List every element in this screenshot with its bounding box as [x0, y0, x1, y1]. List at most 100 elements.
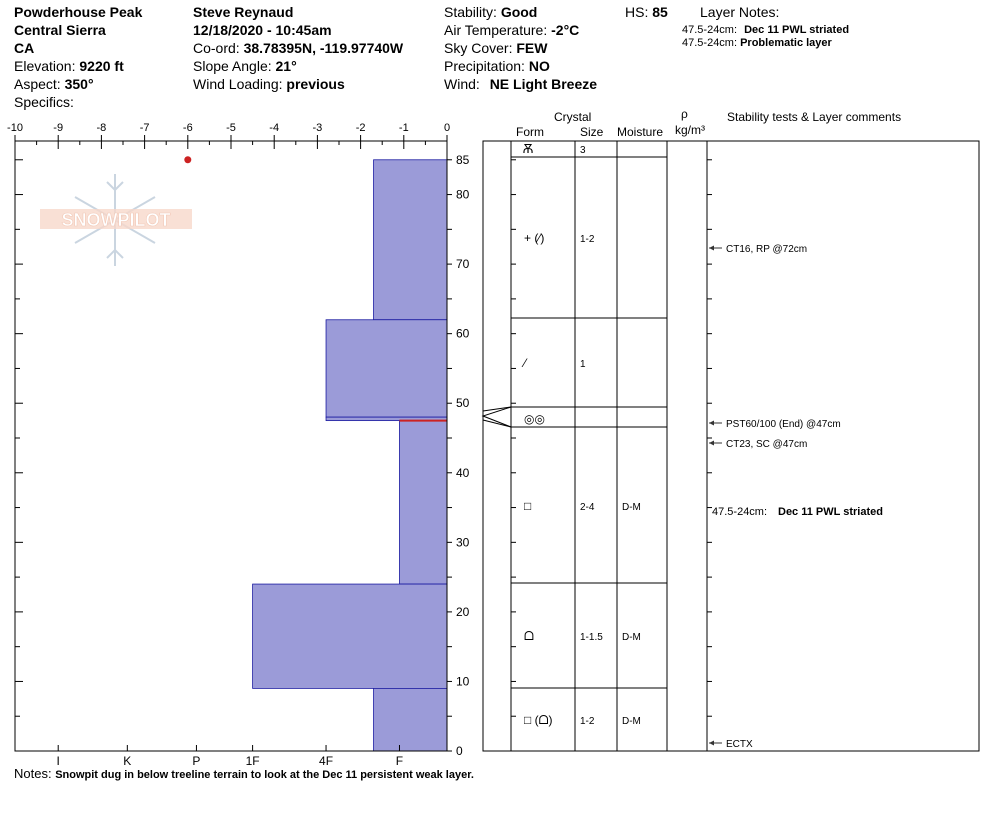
stability-test-label: ECTX	[726, 739, 753, 750]
height-tick-label: 40	[456, 466, 470, 480]
crystal-form-label: □ (ᗝ)	[524, 713, 553, 727]
airtemp-label: Air Temperature:	[444, 22, 548, 38]
stability-header: Stability tests & Layer comments	[727, 110, 902, 124]
hardness-label: K	[123, 754, 131, 768]
height-tick-label: 85	[456, 153, 470, 167]
hardness-bar-4	[252, 583, 448, 689]
layer-comment-text: Dec 11 PWL striated	[778, 506, 883, 518]
hardness-bar-1	[325, 319, 448, 418]
moisture-header: Moisture	[617, 125, 664, 139]
temp-tick-label: -9	[53, 122, 63, 134]
crystal-size: 3	[580, 145, 586, 156]
aspect-label: Aspect:	[14, 76, 61, 92]
hardness-label: 4F	[319, 754, 333, 768]
temp-tick-label: -8	[97, 122, 107, 134]
height-tick-label: 30	[456, 535, 470, 549]
temp-tick-label: -4	[269, 122, 279, 134]
windload-label: Wind Loading:	[193, 76, 283, 92]
density-unit-header: kg/m³	[675, 123, 705, 137]
wind-value: NE Light Breeze	[489, 76, 598, 92]
crystal-moisture: D-M	[622, 502, 641, 513]
wind: Wind: NE Light Breeze	[444, 75, 597, 93]
snowpilot-logo: SNOWPILOT	[40, 174, 192, 266]
height-tick-label: 50	[456, 396, 470, 410]
crystal-size: 2-4	[580, 502, 595, 513]
observer-name: Steve Reynaud	[193, 4, 294, 20]
hardness-bar-3	[399, 420, 448, 585]
precipitation: Precipitation: NO	[444, 57, 550, 75]
crystal-form-label: ⁄	[521, 356, 528, 370]
crystal-form-icon: Ѫ	[523, 141, 534, 156]
hs-value: 85	[652, 4, 668, 20]
crystal-size: 1-2	[580, 234, 595, 245]
wind-loading: Wind Loading: previous	[193, 75, 345, 93]
sky-value: FEW	[516, 40, 548, 56]
layer-note-2-text: Problematic layer	[740, 37, 832, 49]
stability-test-label: PST60/100 (End) @47cm	[726, 419, 841, 430]
temp-tick-label: -3	[313, 122, 323, 134]
notes: Notes: Snowpit dug in below treeline ter…	[14, 766, 474, 781]
temperature-point	[184, 156, 192, 164]
range-name: Central Sierra	[14, 22, 106, 38]
stability-arrow-head	[709, 440, 714, 446]
layer-note-2: 47.5-24cm: Problematic layer	[682, 37, 832, 49]
weak-layer-connector-top	[482, 406, 512, 412]
coord-value: 38.78395N, -119.97740W	[243, 40, 404, 56]
specifics-label: Specifics:	[14, 94, 74, 110]
elevation-label: Elevation:	[14, 58, 76, 74]
stability-arrow-head	[709, 740, 714, 746]
weak-layer-connector	[481, 406, 512, 428]
logo-text: SNOWPILOT	[62, 210, 171, 230]
crystal-form-label: ◎◎	[524, 412, 545, 426]
air-temperature: Air Temperature: -2°C	[444, 21, 579, 39]
stability-test-label: CT23, SC @47cm	[726, 439, 807, 450]
crystal-header: Crystal	[554, 110, 592, 124]
height-tick-label: 10	[456, 674, 470, 688]
form-header: Form	[516, 125, 544, 139]
stability-test-label: CT16, RP @72cm	[726, 244, 807, 255]
location-name: Powderhouse Peak	[14, 4, 143, 20]
height-tick-label: 20	[456, 605, 470, 619]
height-tick-label: 70	[456, 257, 470, 271]
stability-arrow-head	[709, 245, 714, 251]
coordinates: Co-ord: 38.78395N, -119.97740W	[193, 39, 403, 57]
hs-label: HS:	[625, 4, 649, 20]
slope-angle: Slope Angle: 21°	[193, 57, 297, 75]
slope-value: 21°	[275, 58, 297, 74]
layer-note-2-range: 47.5-24cm:	[682, 37, 738, 49]
rho-header: ρ	[681, 107, 688, 121]
slope-label: Slope Angle:	[193, 58, 272, 74]
crystal-size: 1-1.5	[580, 632, 603, 643]
layer-note-1-text: Dec 11 PWL striated	[744, 24, 850, 36]
snow-height: HS: 85	[625, 3, 668, 21]
stability: Stability: Good	[444, 3, 537, 21]
stability-label: Stability:	[444, 4, 497, 20]
temp-tick-label: 0	[444, 122, 450, 134]
crystal-size: 1-2	[580, 716, 595, 727]
coord-label: Co-ord:	[193, 40, 240, 56]
notes-label: Notes:	[14, 766, 52, 781]
stability-arrow-head	[709, 420, 714, 426]
layer-note-1-range: 47.5-24cm:	[682, 24, 738, 36]
height-tick-label: 80	[456, 188, 470, 202]
crystal-size: 1	[580, 359, 586, 370]
stability-value: Good	[500, 4, 538, 20]
temp-tick-label: -6	[183, 122, 193, 134]
wind-label: Wind:	[444, 76, 480, 92]
airtemp-value: -2°C	[551, 22, 580, 38]
height-tick-label: 60	[456, 327, 470, 341]
aspect-value: 350°	[64, 76, 94, 92]
size-header: Size	[580, 125, 604, 139]
aspect: Aspect: 350°	[14, 75, 94, 93]
hardness-label: F	[396, 754, 403, 768]
precip-label: Precipitation:	[444, 58, 525, 74]
precip-value: NO	[528, 58, 550, 74]
crystal-form-label: □	[524, 499, 531, 513]
elevation: Elevation: 9220 ft	[14, 57, 124, 75]
weak-layer-connector-bottom	[482, 419, 512, 428]
state-name: CA	[14, 40, 35, 56]
table-frame	[482, 140, 980, 752]
temp-tick-label: -7	[140, 122, 150, 134]
observation-datetime: 12/18/2020 - 10:45am	[193, 22, 332, 38]
